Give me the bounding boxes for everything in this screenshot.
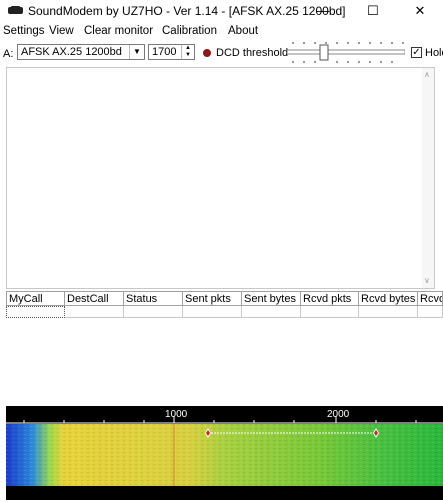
minimize-button[interactable]: — xyxy=(316,3,330,18)
table-cell[interactable] xyxy=(242,306,301,318)
col-sent-bytes[interactable]: Sent bytes xyxy=(242,291,301,306)
frequency-spinner[interactable]: 1700 ▲ ▼ xyxy=(148,44,195,60)
col-sent-pkts[interactable]: Sent pkts xyxy=(183,291,242,306)
modem-icon xyxy=(8,6,23,14)
table-cell[interactable] xyxy=(183,306,242,318)
mode-select[interactable]: AFSK AX.25 1200bd ▼ xyxy=(17,44,145,60)
hold-checkbox[interactable]: ✓ xyxy=(411,47,422,58)
title-bar xyxy=(0,0,443,21)
col-status[interactable]: Status xyxy=(124,291,183,306)
dcd-threshold-slider[interactable] xyxy=(287,39,405,66)
frequency-value: 1700 xyxy=(152,46,177,58)
tick-2000: 2000 xyxy=(327,409,350,420)
table-cell[interactable] xyxy=(359,306,418,318)
tick-1000: 1000 xyxy=(165,409,188,420)
table-cell[interactable] xyxy=(301,306,359,318)
tuning-marker-left[interactable] xyxy=(205,428,211,438)
dcd-threshold-label: DCD threshold xyxy=(216,47,289,59)
menu-view[interactable]: View xyxy=(49,25,74,37)
col-destcall[interactable]: DestCall xyxy=(65,291,124,306)
table-cell[interactable] xyxy=(124,306,183,318)
menu-settings[interactable]: Settings xyxy=(3,25,45,37)
table-cell[interactable] xyxy=(418,306,443,318)
waterfall-display[interactable]: 1000 2000 xyxy=(6,406,443,500)
spin-arrows-icon[interactable]: ▲ ▼ xyxy=(181,45,194,59)
station-table: MyCall DestCall Status Sent pkts Sent by… xyxy=(6,291,443,402)
menu-about[interactable]: About xyxy=(228,25,259,37)
waterfall-noise xyxy=(6,424,443,486)
col-rcvd-pkts[interactable]: Rcvd pkts xyxy=(301,291,359,306)
scroll-down-icon[interactable]: ∨ xyxy=(424,276,430,285)
menu-calibration[interactable]: Calibration xyxy=(162,25,217,37)
modem-label: A: xyxy=(3,48,14,60)
monitor-scrollbar[interactable]: ∧ ∨ xyxy=(422,68,434,288)
col-rcvd-bytes[interactable]: Rcvd bytes xyxy=(359,291,418,306)
close-button[interactable]: ✕ xyxy=(414,3,426,18)
table-cell[interactable] xyxy=(65,306,124,318)
hold-label: Hold xyxy=(425,47,443,59)
col-mycall[interactable]: MyCall xyxy=(6,291,65,306)
menu-bar: Settings View Clear monitor Calibration … xyxy=(0,22,443,39)
mode-value: AFSK AX.25 1200bd xyxy=(21,46,122,58)
chevron-down-icon[interactable]: ▼ xyxy=(129,45,144,59)
scroll-up-icon[interactable]: ∧ xyxy=(424,70,430,79)
col-rcvd[interactable]: Rcvd xyxy=(418,291,443,306)
waterfall-scale xyxy=(6,416,443,424)
tuning-marker-right[interactable] xyxy=(373,428,379,438)
menu-clear-monitor[interactable]: Clear monitor xyxy=(84,25,154,37)
monitor-textarea[interactable]: ∧ ∨ xyxy=(6,67,435,289)
dcd-indicator xyxy=(203,49,211,57)
table-cell[interactable] xyxy=(6,306,65,318)
maximize-button[interactable]: ☐ xyxy=(367,3,379,18)
window-title: SoundModem by UZ7HO - Ver 1.14 - [AFSK A… xyxy=(28,4,346,18)
